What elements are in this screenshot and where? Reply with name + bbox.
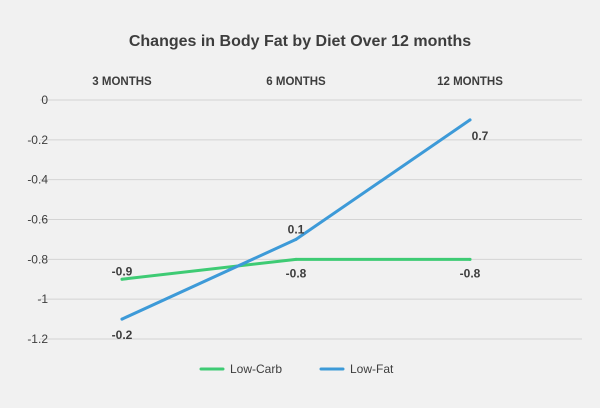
data-labels: -0.9 -0.8 -0.8 -0.2 0.1 0.7 <box>112 129 489 342</box>
data-point <box>294 237 298 241</box>
y-tick-label: -0.2 <box>27 133 48 147</box>
data-label: 0.1 <box>288 222 305 236</box>
data-point <box>468 257 472 261</box>
x-axis-categories: 3 MONTHS 6 MONTHS 12 MONTHS <box>92 76 503 88</box>
series-lines <box>120 118 472 321</box>
data-point <box>468 118 472 122</box>
y-tick-label: -0.4 <box>27 173 48 187</box>
data-label: -0.9 <box>112 264 133 278</box>
gridlines <box>40 99 582 340</box>
data-label: -0.2 <box>112 328 133 342</box>
y-tick-label: -1 <box>37 292 48 306</box>
data-label: 0.7 <box>472 129 489 143</box>
legend-label: Low-Fat <box>350 362 394 376</box>
data-label: -0.8 <box>286 266 307 280</box>
x-category-label: 12 MONTHS <box>437 76 503 88</box>
y-tick-label: -1.2 <box>27 332 48 346</box>
legend-label: Low-Carb <box>230 362 282 376</box>
y-tick-label: -0.8 <box>27 252 48 266</box>
x-category-label: 6 MONTHS <box>266 76 326 88</box>
legend: Low-Carb Low-Fat <box>199 362 394 376</box>
data-point <box>120 277 124 281</box>
data-label: -0.8 <box>460 266 481 280</box>
chart-title: Changes in Body Fat by Diet Over 12 mont… <box>129 33 471 50</box>
data-point <box>120 317 124 321</box>
x-category-label: 3 MONTHS <box>92 76 152 88</box>
y-tick-label: 0 <box>41 93 48 107</box>
y-axis-ticks: 0 -0.2 -0.4 -0.6 -0.8 -1 -1.2 <box>27 93 48 346</box>
legend-item: Low-Carb <box>199 362 282 376</box>
legend-item: Low-Fat <box>319 362 394 376</box>
data-point <box>294 257 298 261</box>
y-tick-label: -0.6 <box>27 213 48 227</box>
